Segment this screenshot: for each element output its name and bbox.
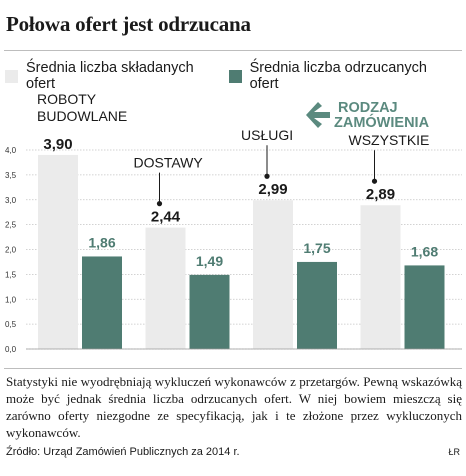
top-divider bbox=[4, 50, 462, 51]
y-tick-label: 2,0 bbox=[5, 246, 17, 255]
arrow-label-line1: RODZAJ bbox=[338, 100, 398, 116]
data-label-rejected: 1,68 bbox=[411, 243, 438, 259]
legend-swatch-rejected bbox=[228, 69, 242, 83]
bar-rejected bbox=[297, 261, 337, 349]
legend-item-rejected: Średnia liczba odrzucanych ofert bbox=[228, 60, 441, 92]
bar-rejected bbox=[404, 265, 445, 349]
arrow-left-icon bbox=[306, 102, 330, 128]
y-tick-label: 3,0 bbox=[5, 196, 17, 205]
data-label-rejected: 1,86 bbox=[88, 234, 115, 250]
y-tick-label: 0,5 bbox=[5, 320, 17, 329]
data-label-submitted: 2,89 bbox=[366, 186, 395, 203]
data-label-submitted: 2,44 bbox=[151, 209, 181, 226]
bar-rejected bbox=[82, 256, 122, 349]
footnote-text: Statystyki nie wyodrębniają wykluczeń wy… bbox=[6, 374, 462, 440]
bar-chart: 0,0 0,5 1,0 1,5 2,0 2,5 3,0 3,5 4,0 3,90 1,86 ROBOT… bbox=[5, 91, 462, 354]
bar-submitted bbox=[253, 200, 293, 349]
bar-submitted bbox=[145, 227, 186, 349]
y-tick-label: 1,5 bbox=[5, 270, 17, 279]
leader-dot bbox=[156, 201, 163, 207]
data-label-submitted: 2,99 bbox=[258, 181, 287, 198]
author-credit: ŁR bbox=[448, 447, 460, 457]
leader-dot bbox=[264, 173, 270, 179]
y-tick-label: 2,5 bbox=[5, 221, 17, 230]
legend-item-submitted: Średnia liczba składanych ofert bbox=[5, 60, 209, 92]
data-label-submitted: 3,90 bbox=[43, 136, 72, 153]
category-label: WSZYSTKIE bbox=[349, 132, 430, 148]
category-label: DOSTAWY bbox=[134, 155, 204, 171]
category-label: USŁUGI bbox=[241, 127, 293, 143]
data-label-rejected: 1,49 bbox=[196, 253, 223, 269]
y-tick-label: 4,0 bbox=[5, 146, 17, 155]
y-tick-label: 1,0 bbox=[5, 295, 17, 304]
bar-rejected bbox=[189, 274, 230, 349]
arrow-label-line2: ZAMÓWIENIA bbox=[334, 113, 430, 131]
chart-title: Połowa ofert jest odrzucana bbox=[6, 12, 251, 36]
y-tick-label: 0,0 bbox=[5, 345, 17, 354]
legend-label-submitted: Średnia liczba składanych ofert bbox=[26, 60, 194, 92]
legend-label-rejected: Średnia liczba odrzucanych ofert bbox=[249, 60, 427, 92]
bar-submitted bbox=[38, 154, 78, 349]
bar-submitted bbox=[360, 205, 401, 349]
leader-dot bbox=[371, 178, 378, 184]
y-tick-label: 3,5 bbox=[5, 171, 17, 180]
legend: Średnia liczba składanych ofert Średnia … bbox=[5, 60, 461, 92]
source-text: Źródło: Urząd Zamówień Publicznych za 20… bbox=[6, 446, 240, 458]
data-label-rejected: 1,75 bbox=[303, 240, 330, 256]
bottom-divider bbox=[4, 368, 462, 369]
category-label: BUDOWLANE bbox=[37, 108, 127, 124]
legend-swatch-submitted bbox=[5, 69, 18, 83]
category-label: ROBOTY bbox=[37, 91, 97, 107]
